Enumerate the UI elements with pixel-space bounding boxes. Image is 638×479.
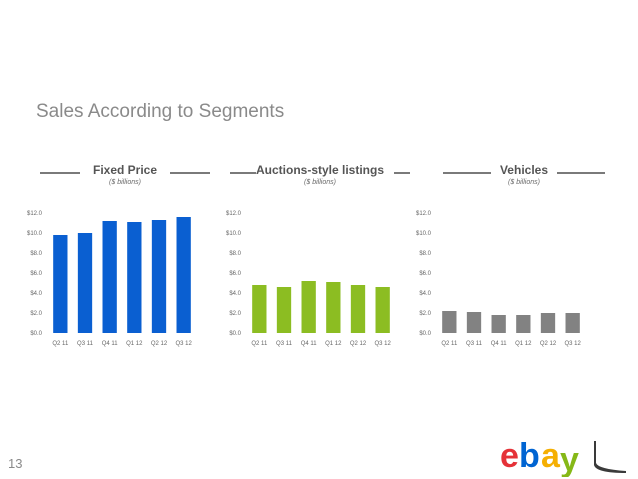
- bar: [350, 285, 366, 333]
- chart-subtitle: ($ billions): [109, 179, 141, 186]
- bar: [326, 282, 341, 333]
- header-line-right: [557, 172, 605, 174]
- bar: [276, 287, 292, 333]
- bar: [540, 313, 556, 333]
- chart-title: Fixed Price: [92, 163, 158, 177]
- chart-subtitle: ($ billions): [508, 179, 540, 186]
- bar: [151, 220, 167, 333]
- x-tick-label: Q3 12: [564, 341, 581, 347]
- logo-accent-mark: [594, 441, 626, 473]
- y-tick-label: $8.0: [419, 251, 431, 257]
- chart-title: Auctions-style listings: [255, 163, 385, 177]
- y-tick-label: $12.0: [27, 211, 43, 217]
- x-tick-label: Q2 11: [441, 341, 458, 347]
- x-tick-label: Q2 12: [540, 341, 557, 347]
- bar-chart-auctions: $0.0 $2.0 $4.0 $6.0 $8.0 $10.0 $12.0 Q2 11 Q3 11…: [226, 211, 392, 347]
- bar: [77, 233, 93, 333]
- bar: [565, 313, 580, 333]
- x-tick-label: Q4 11: [102, 341, 119, 347]
- y-tick-label: $12.0: [416, 211, 432, 217]
- x-tick-label: Q3 11: [77, 341, 94, 347]
- y-tick-label: $6.0: [419, 271, 431, 277]
- header-line-right: [394, 172, 410, 174]
- chart-header-fixed-price: Fixed Price ($ billions): [40, 163, 210, 199]
- bar: [102, 221, 117, 333]
- header-line-left: [230, 172, 256, 174]
- y-tick-label: $2.0: [30, 311, 42, 317]
- bar: [442, 311, 457, 333]
- x-tick-label: Q4 11: [491, 341, 508, 347]
- bar: [466, 312, 482, 333]
- y-tick-label: $4.0: [419, 291, 431, 297]
- chart-subtitle: ($ billions): [304, 179, 336, 186]
- y-tick-label: $0.0: [30, 331, 42, 337]
- y-tick-label: $10.0: [27, 231, 43, 237]
- slide-title: Sales According to Segments: [36, 101, 285, 122]
- logo-letter-e: e: [500, 437, 518, 475]
- y-tick-label: $2.0: [419, 311, 431, 317]
- x-tick-label: Q1 12: [515, 341, 532, 347]
- x-tick-label: Q3 12: [175, 341, 192, 347]
- y-tick-label: $2.0: [229, 311, 241, 317]
- y-tick-label: $0.0: [419, 331, 431, 337]
- logo-letter-y: y: [560, 441, 579, 477]
- y-tick-label: $8.0: [229, 251, 241, 257]
- x-tick-label: Q2 11: [52, 341, 69, 347]
- bar: [53, 235, 68, 333]
- y-tick-label: $0.0: [229, 331, 241, 337]
- bar-chart-fixed-price: $0.0 $2.0 $4.0 $6.0 $8.0 $10.0 $12.0 Q2 11 Q3 11…: [27, 211, 193, 347]
- x-tick-label: Q1 12: [325, 341, 342, 347]
- bar: [516, 315, 531, 333]
- bar: [301, 281, 316, 333]
- chart-header-vehicles: Vehicles ($ billions): [443, 163, 605, 199]
- logo-letter-b: b: [519, 437, 539, 475]
- bar: [375, 287, 390, 333]
- header-line-right: [170, 172, 210, 174]
- bar: [127, 222, 142, 333]
- x-tick-label: Q3 11: [466, 341, 483, 347]
- y-tick-label: $12.0: [226, 211, 242, 217]
- x-tick-label: Q3 12: [374, 341, 391, 347]
- y-tick-label: $4.0: [30, 291, 42, 297]
- y-tick-label: $10.0: [416, 231, 432, 237]
- bar-chart-vehicles: $0.0 $2.0 $4.0 $6.0 $8.0 $10.0 $12.0 Q2 11 Q3 11…: [416, 211, 582, 347]
- bar: [491, 315, 506, 333]
- x-tick-label: Q2 12: [151, 341, 168, 347]
- y-tick-label: $8.0: [30, 251, 42, 257]
- header-line-left: [443, 172, 491, 174]
- x-tick-label: Q2 12: [350, 341, 367, 347]
- bar: [252, 285, 267, 333]
- x-tick-label: Q1 12: [126, 341, 143, 347]
- ebay-logo: e b a y: [500, 437, 626, 477]
- chart-header-auctions: Auctions-style listings ($ billions): [230, 163, 410, 199]
- header-line-left: [40, 172, 80, 174]
- x-tick-label: Q4 11: [301, 341, 318, 347]
- y-tick-label: $6.0: [229, 271, 241, 277]
- x-tick-label: Q2 11: [251, 341, 268, 347]
- chart-title: Vehicles: [499, 163, 549, 177]
- page-number: 13: [8, 456, 23, 471]
- y-tick-label: $10.0: [226, 231, 242, 237]
- logo-letter-a: a: [541, 437, 561, 475]
- bar: [176, 217, 191, 333]
- y-tick-label: $6.0: [30, 271, 42, 277]
- x-tick-label: Q3 11: [276, 341, 293, 347]
- y-tick-label: $4.0: [229, 291, 241, 297]
